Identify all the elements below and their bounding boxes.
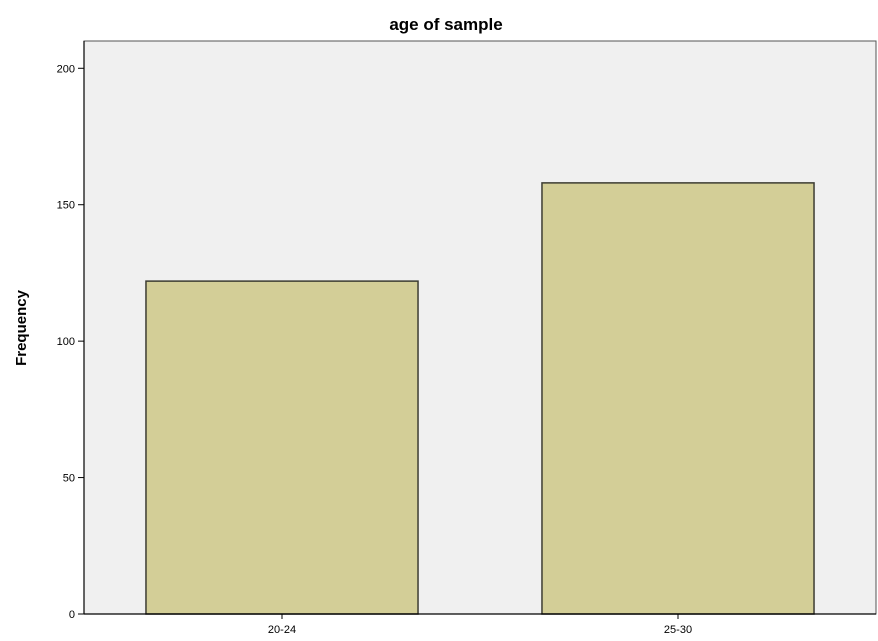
- y-axis-label: Frequency: [13, 289, 30, 366]
- y-tick-label-0: 0: [69, 609, 75, 621]
- plot-area: 20-24 25-30 0 50 100 150 200: [57, 40, 877, 636]
- y-tick-label-200: 200: [57, 63, 75, 75]
- bar-25-30: [541, 182, 815, 615]
- y-tick-label-50: 50: [63, 473, 75, 485]
- x-tick-label-25-30: 25-30: [664, 624, 692, 636]
- y-tick-label-100: 100: [57, 336, 75, 348]
- bar-20-24: [145, 280, 419, 615]
- chart-title: age of sample: [389, 15, 502, 34]
- y-tick-label-150: 150: [57, 200, 75, 212]
- x-tick-label-20-24: 20-24: [268, 624, 296, 636]
